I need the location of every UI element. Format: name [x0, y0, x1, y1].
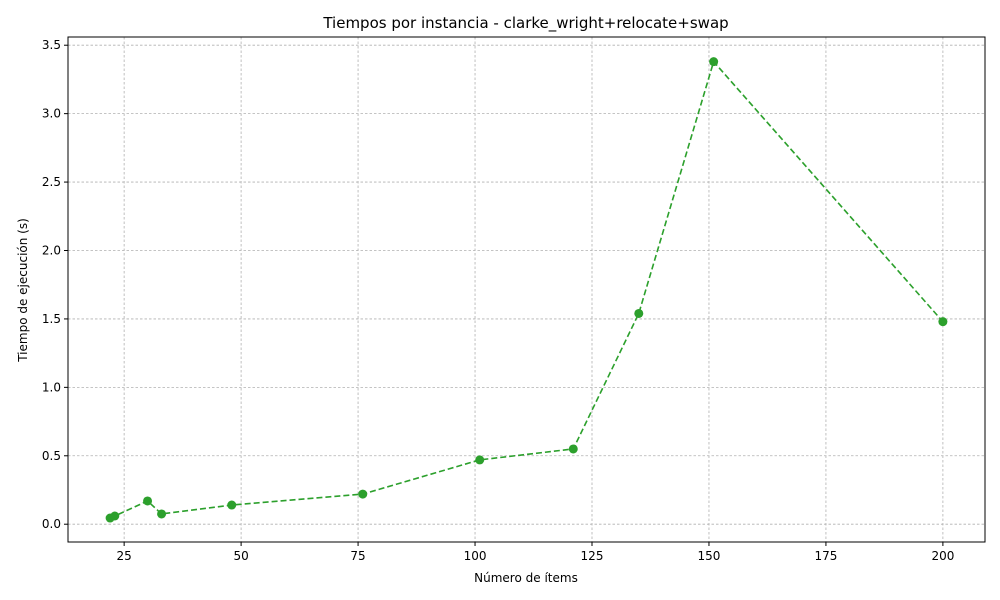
tick-layer: 25 50 75 100 125 150 175 200 0.0 0.5 1.0 1.5 2.0 2.5 3…	[42, 38, 954, 563]
y-tick-label: 0.5	[42, 449, 61, 463]
x-tick-label: 50	[233, 549, 248, 563]
x-axis-label: Número de ítems	[474, 571, 578, 585]
data-point	[938, 317, 948, 327]
data-point	[634, 308, 644, 318]
data-point	[475, 455, 485, 465]
y-axis-label: Tiempo de ejecución (s)	[16, 218, 30, 363]
y-tick-label: 2.5	[42, 175, 61, 189]
data-point	[110, 511, 120, 521]
y-tick-label: 1.5	[42, 312, 61, 326]
series-layer	[105, 57, 948, 523]
x-tick-label: 75	[350, 549, 365, 563]
data-point	[709, 57, 719, 67]
y-tick-label: 2.0	[42, 243, 61, 257]
data-point	[143, 496, 153, 506]
data-point	[157, 509, 167, 519]
x-tick-label: 100	[464, 549, 487, 563]
grid-lines	[68, 37, 985, 542]
plot-frame	[67, 36, 986, 543]
y-tick-label: 3.5	[42, 38, 61, 52]
data-point	[358, 489, 368, 499]
y-tick-label: 1.0	[42, 380, 61, 394]
x-tick-label: 25	[117, 549, 132, 563]
x-tick-label: 175	[814, 549, 837, 563]
data-point	[568, 444, 578, 454]
y-tick-label: 3.0	[42, 107, 61, 121]
x-tick-label: 125	[581, 549, 604, 563]
x-tick-label: 200	[931, 549, 954, 563]
data-point	[227, 500, 237, 510]
x-tick-label: 150	[698, 549, 721, 563]
chart-title: Tiempos por instancia - clarke_wright+re…	[322, 14, 728, 33]
y-tick-label: 0.0	[42, 517, 61, 531]
